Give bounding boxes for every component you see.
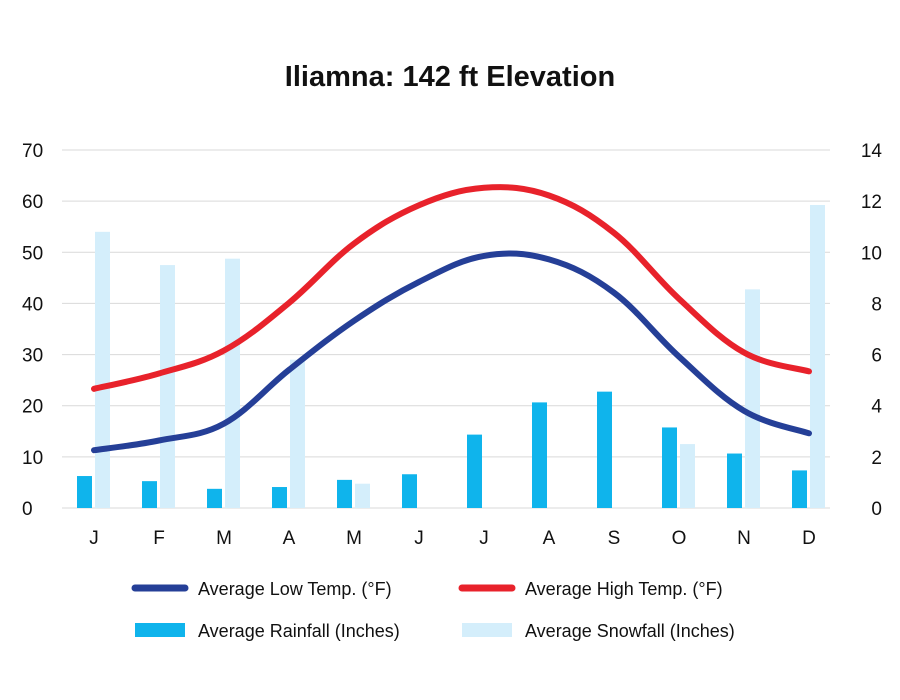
x-axis-tick: D — [802, 528, 816, 549]
left-axis-tick: 70 — [22, 141, 43, 162]
x-axis-tick: F — [153, 528, 165, 549]
left-axis-tick: 20 — [22, 397, 43, 418]
x-axis-tick: J — [89, 528, 99, 549]
x-axis-tick: J — [414, 528, 424, 549]
rainfall-bar — [532, 402, 547, 508]
snowfall-bar — [290, 359, 305, 508]
rainfall-bar — [467, 434, 482, 508]
x-axis-tick: N — [737, 528, 751, 549]
rainfall-bar — [402, 474, 417, 508]
rainfall-bar — [207, 488, 222, 508]
legend-swatch-bar — [462, 623, 512, 637]
left-axis-tick: 30 — [22, 346, 43, 367]
right-axis-tick: 12 — [861, 192, 882, 213]
snowfall-bar — [810, 204, 825, 508]
gridlines — [62, 149, 830, 509]
rainfall-bar — [77, 476, 92, 508]
snowfall-bar — [680, 444, 695, 508]
left-axis-tick: 60 — [22, 192, 43, 213]
legend-label: Average Snowfall (Inches) — [525, 621, 735, 641]
right-axis-tick: 14 — [861, 141, 883, 162]
snowfall-bar — [160, 265, 175, 508]
rainfall-bar — [272, 487, 287, 508]
x-axis-tick: A — [543, 528, 556, 549]
right-axis-tick: 6 — [871, 346, 882, 367]
x-axis-tick: A — [283, 528, 296, 549]
left-axis-tick: 0 — [22, 499, 33, 520]
snowfall-bar — [745, 289, 760, 508]
x-axis-tick: M — [346, 528, 362, 549]
snowfall-bar — [225, 258, 240, 508]
right-axis-tick: 0 — [871, 499, 882, 520]
left-axis-tick: 10 — [22, 448, 43, 469]
rainfall-bar — [727, 453, 742, 508]
high-temp-line — [91, 184, 812, 392]
right-axis-tick: 2 — [871, 448, 882, 469]
rainfall-bar — [337, 479, 352, 508]
right-axis-tick: 10 — [861, 243, 882, 264]
rainfall-bar — [792, 470, 807, 508]
right-axis-tick: 4 — [871, 397, 882, 418]
x-axis-tick: M — [216, 528, 232, 549]
x-axis-tick: S — [608, 528, 621, 549]
axis-labels: 0 10 20 30 40 50 60 70 0 2 4 6 8 10 12 14 J F M A M J J A S O N D — [22, 141, 882, 549]
rainfall-bar — [662, 427, 677, 508]
legend-label: Average Low Temp. (°F) — [198, 579, 392, 599]
chart-title: Iliamna: 142 ft Elevation — [285, 61, 615, 93]
rainfall-bar — [597, 391, 612, 508]
legend: Average Low Temp. (°F) Average High Temp.… — [131, 579, 735, 641]
x-axis-tick: J — [479, 528, 489, 549]
left-axis-tick: 40 — [22, 294, 43, 315]
low-temp-line — [91, 250, 812, 454]
legend-swatch-bar — [135, 623, 185, 637]
left-axis-tick: 50 — [22, 243, 43, 264]
bars — [77, 204, 825, 509]
x-axis-tick: O — [672, 528, 687, 549]
rainfall-bar — [142, 481, 157, 508]
snowfall-bar — [355, 483, 370, 508]
legend-label: Average Rainfall (Inches) — [198, 621, 400, 641]
lines — [91, 184, 812, 454]
legend-label: Average High Temp. (°F) — [525, 579, 723, 599]
snowfall-bar — [95, 231, 110, 509]
right-axis-tick: 8 — [871, 294, 882, 315]
